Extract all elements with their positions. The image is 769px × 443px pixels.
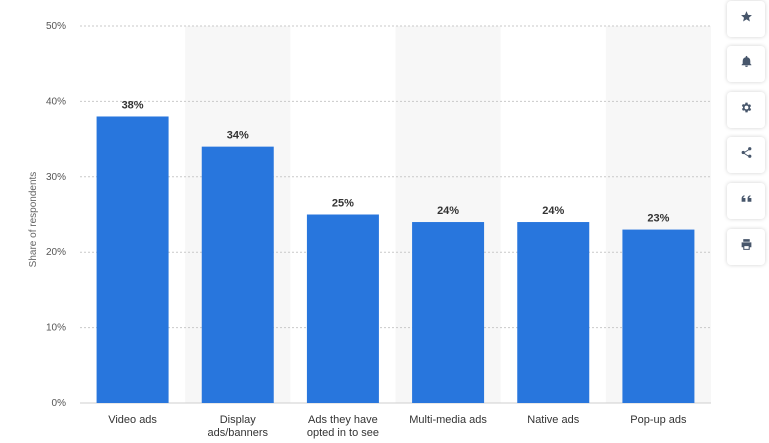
star-icon [740, 10, 753, 28]
bar-chart: 0% 10% 20% 30% 40% 50% 38% Video ads 34% Display a… [28, 21, 711, 439]
y-tick-label: 50% [46, 21, 66, 32]
notification-button[interactable] [727, 46, 765, 82]
chart-canvas: 0% 10% 20% 30% 40% 50% 38% Video ads 34% Displaya… [28, 21, 711, 439]
quote-icon [740, 192, 753, 210]
data-label: 25% [332, 198, 354, 210]
print-button[interactable] [727, 229, 765, 265]
x-category-label: ads/banners [207, 427, 268, 439]
y-tick-label: 20% [46, 247, 66, 258]
bar [201, 146, 274, 403]
favorite-button[interactable] [727, 1, 765, 37]
y-tick-label: 10% [46, 323, 66, 334]
share-button[interactable] [727, 137, 765, 173]
printer-icon [740, 238, 753, 256]
x-category-label: opted in to see [307, 427, 379, 439]
settings-button[interactable] [727, 92, 765, 128]
bar [517, 222, 590, 403]
x-category-label: Pop-up ads [630, 414, 687, 426]
cite-button[interactable] [727, 183, 765, 219]
data-label: 38% [122, 99, 144, 111]
y-tick-label: 30% [46, 172, 66, 183]
y-tick-label: 0% [52, 398, 67, 409]
data-label: 24% [542, 205, 564, 217]
bar [96, 116, 169, 403]
x-category-label: Ads they have [308, 414, 378, 426]
x-category-label: Multi-media ads [409, 414, 487, 426]
data-label: 24% [437, 205, 459, 217]
x-category-label: Video ads [108, 414, 157, 426]
x-category-label: Display [220, 414, 257, 426]
data-label: 34% [227, 130, 249, 142]
gear-icon [740, 101, 753, 119]
y-axis-title: Share of respondents [28, 172, 39, 268]
data-label: 23% [647, 213, 669, 225]
x-category-label: Native ads [527, 414, 579, 426]
bar [412, 222, 485, 403]
bell-icon [740, 55, 753, 73]
bar [306, 214, 379, 403]
y-tick-label: 40% [46, 96, 66, 107]
bar [622, 229, 695, 403]
share-icon [740, 146, 753, 164]
